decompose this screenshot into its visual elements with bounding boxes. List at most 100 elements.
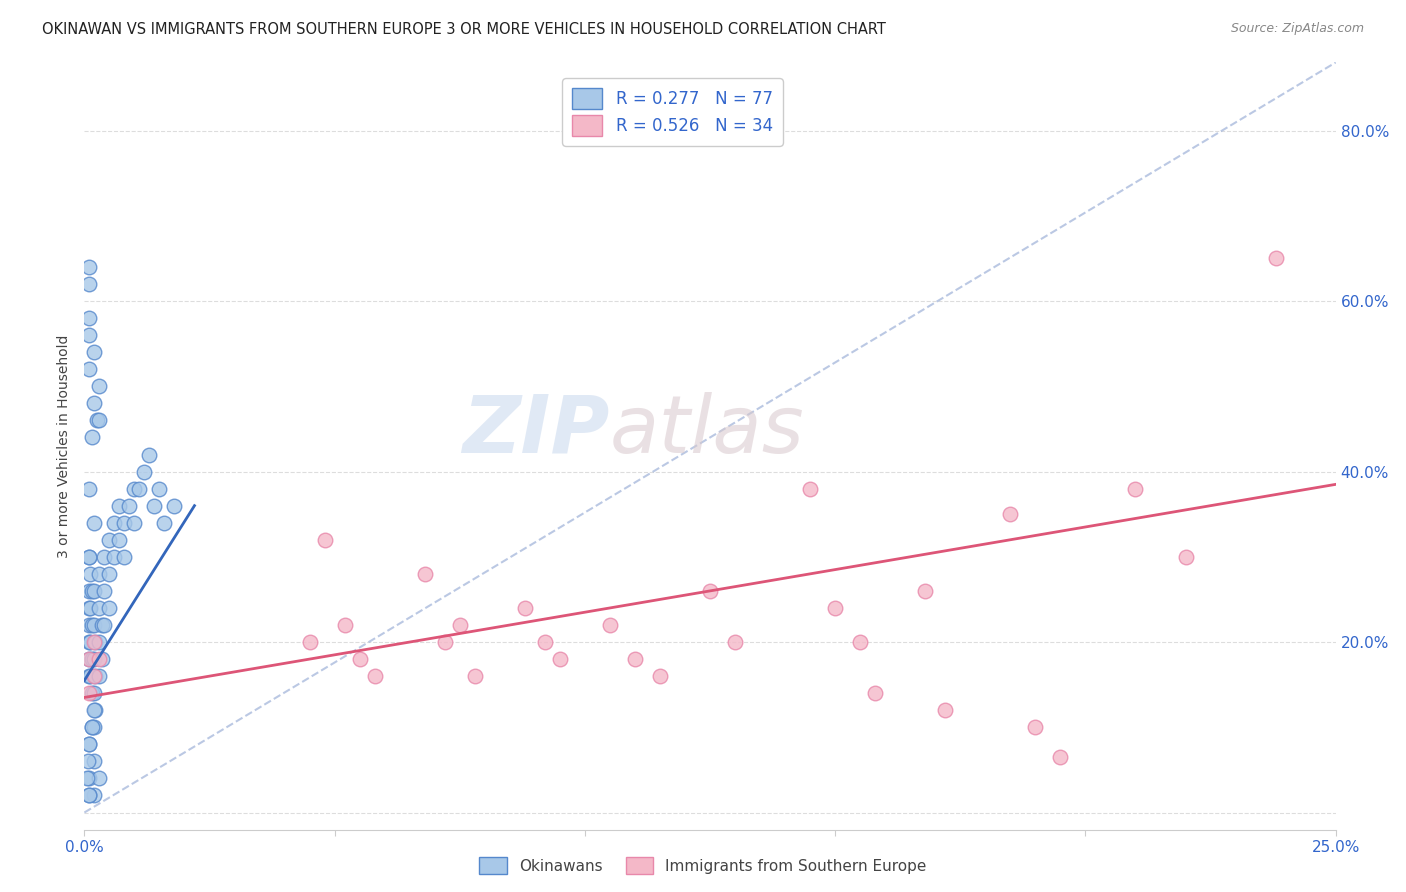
Point: [83, 686, 105, 700]
Point: [83, 618, 105, 632]
Point: [124, 482, 146, 496]
Point: [599, 618, 621, 632]
Point: [1049, 750, 1071, 764]
Point: [124, 516, 146, 530]
Point: [103, 549, 125, 564]
Point: [83, 669, 105, 683]
Point: [799, 482, 821, 496]
Point: [863, 686, 886, 700]
Point: [153, 516, 176, 530]
Y-axis label: 3 or more Vehicles in Household: 3 or more Vehicles in Household: [58, 334, 72, 558]
Point: [84, 703, 107, 717]
Point: [83, 396, 105, 410]
Point: [83, 652, 105, 666]
Point: [79, 686, 101, 700]
Point: [90, 618, 112, 632]
Point: [83, 755, 105, 769]
Point: [79, 549, 101, 564]
Point: [349, 652, 371, 666]
Point: [98, 566, 121, 581]
Point: [79, 635, 101, 649]
Legend: R = 0.277   N = 77, R = 0.526   N = 34: R = 0.277 N = 77, R = 0.526 N = 34: [562, 78, 783, 145]
Point: [84, 635, 107, 649]
Point: [89, 669, 111, 683]
Point: [108, 499, 131, 513]
Point: [83, 789, 105, 803]
Point: [79, 260, 101, 274]
Point: [93, 618, 115, 632]
Point: [513, 601, 536, 615]
Point: [86, 413, 108, 427]
Point: [79, 737, 101, 751]
Point: [79, 618, 101, 632]
Point: [83, 583, 105, 598]
Point: [449, 618, 471, 632]
Point: [79, 328, 101, 343]
Point: [93, 583, 115, 598]
Point: [143, 499, 166, 513]
Point: [314, 533, 336, 547]
Point: [89, 652, 111, 666]
Point: [84, 669, 107, 683]
Point: [148, 482, 170, 496]
Point: [79, 549, 101, 564]
Point: [90, 652, 112, 666]
Point: [464, 669, 486, 683]
Text: ZIP: ZIP: [463, 392, 610, 470]
Point: [89, 413, 111, 427]
Point: [79, 652, 101, 666]
Point: [77, 755, 100, 769]
Point: [89, 566, 111, 581]
Point: [548, 652, 571, 666]
Point: [699, 583, 721, 598]
Point: [79, 737, 101, 751]
Point: [163, 499, 186, 513]
Point: [79, 583, 101, 598]
Point: [1174, 549, 1197, 564]
Point: [79, 362, 101, 376]
Point: [76, 772, 98, 786]
Point: [79, 277, 101, 291]
Point: [914, 583, 936, 598]
Point: [80, 583, 103, 598]
Point: [83, 720, 105, 734]
Point: [89, 379, 111, 393]
Point: [79, 789, 101, 803]
Text: Source: ZipAtlas.com: Source: ZipAtlas.com: [1230, 22, 1364, 36]
Point: [433, 635, 456, 649]
Text: OKINAWAN VS IMMIGRANTS FROM SOUTHERN EUROPE 3 OR MORE VEHICLES IN HOUSEHOLD CORR: OKINAWAN VS IMMIGRANTS FROM SOUTHERN EUR…: [42, 22, 886, 37]
Point: [79, 652, 101, 666]
Point: [79, 669, 101, 683]
Point: [363, 669, 385, 683]
Point: [80, 720, 103, 734]
Point: [934, 703, 956, 717]
Point: [83, 703, 105, 717]
Point: [134, 465, 156, 479]
Point: [824, 601, 846, 615]
Point: [534, 635, 557, 649]
Point: [80, 430, 103, 444]
Point: [298, 635, 321, 649]
Text: atlas: atlas: [610, 392, 804, 470]
Point: [98, 533, 121, 547]
Point: [79, 601, 101, 615]
Point: [93, 549, 115, 564]
Point: [112, 516, 135, 530]
Point: [79, 789, 101, 803]
Point: [79, 772, 101, 786]
Point: [79, 311, 101, 326]
Point: [138, 448, 160, 462]
Point: [112, 549, 135, 564]
Point: [333, 618, 356, 632]
Point: [80, 618, 103, 632]
Point: [1125, 482, 1147, 496]
Point: [89, 601, 111, 615]
Point: [80, 686, 103, 700]
Point: [1024, 720, 1046, 734]
Point: [89, 635, 111, 649]
Point: [648, 669, 671, 683]
Point: [413, 566, 436, 581]
Point: [1000, 507, 1022, 521]
Point: [80, 652, 103, 666]
Point: [103, 516, 125, 530]
